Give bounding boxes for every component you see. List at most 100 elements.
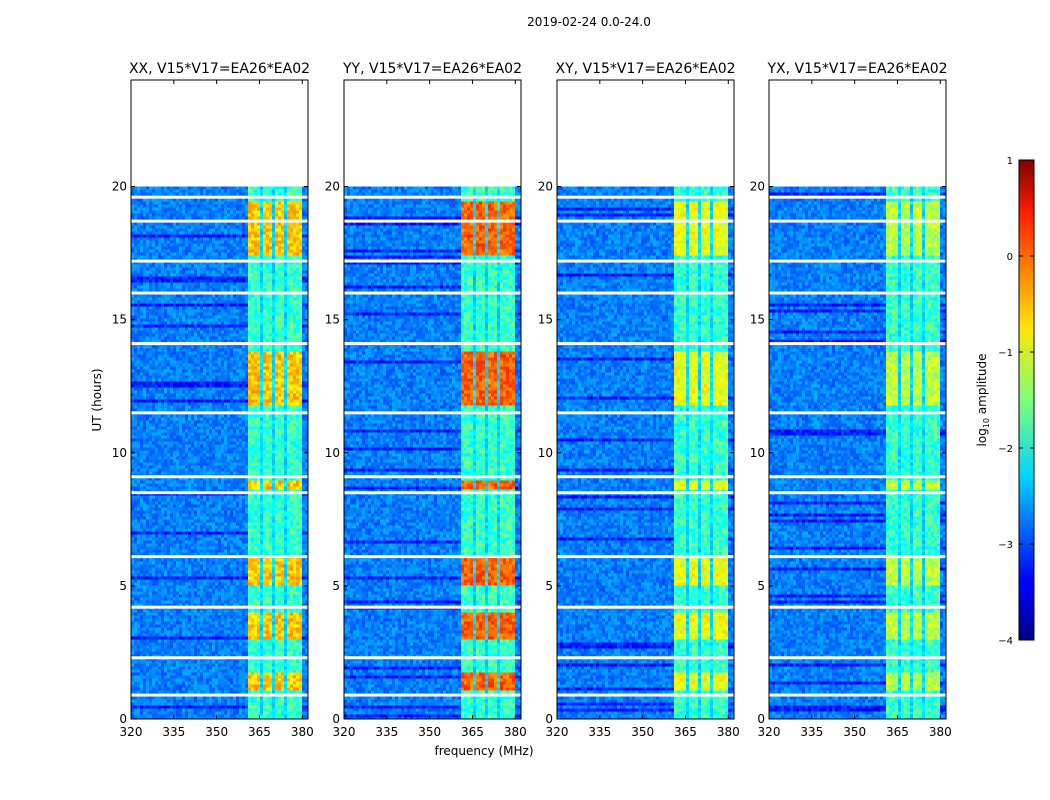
y-tick-label: 10 [538,446,553,460]
colorbar-tick-label: −1 [998,348,1013,359]
colorbar-tick-label: 1 [1007,156,1013,167]
y-tick-label: 5 [545,579,553,593]
flag-gap [131,219,308,223]
flag-gap [769,259,946,263]
y-axis-label: UT (hours) [90,368,104,431]
x-tick-label: 365 [461,725,484,739]
flag-gap [131,693,308,697]
flag-gap [557,605,734,609]
y-tick-label: 0 [119,712,127,726]
panel-1: XX, V15*V17=EA26*EA02 320 335 350 365 380 0 5 10… [112,61,314,739]
spectrogram-image [557,186,734,719]
colorbar-tick-label: 0 [1007,252,1013,263]
panel-3: XY, V15*V17=EA26*EA02 320 335 350 365 380 0 5 10… [538,61,740,739]
flag-gap [769,605,946,609]
x-tick-label: 320 [120,725,143,739]
flag-gap [769,555,946,559]
x-axis-label: frequency (MHz) [434,744,533,758]
x-tick-label: 320 [546,725,569,739]
flag-gap [344,342,521,346]
y-tick-label: 15 [112,313,127,327]
flag-gap [557,195,734,199]
flag-gap [344,475,521,479]
x-tick-label: 380 [504,725,527,739]
panel-title: YY, V15*V17=EA26*EA02 [342,61,522,77]
panel-frame [130,79,309,720]
flag-gap [557,555,734,559]
x-tick-label: 335 [800,725,823,739]
x-tick-label: 365 [248,725,271,739]
x-tick-label: 320 [333,725,356,739]
flag-gap [131,555,308,559]
flag-gap [769,656,946,660]
x-tick-label: 335 [375,725,398,739]
panel-title: XY, V15*V17=EA26*EA02 [555,61,735,77]
flag-gap [557,291,734,295]
flag-gap [344,291,521,295]
flag-gap [131,342,308,346]
flag-gap [344,605,521,609]
y-tick-label: 20 [325,180,340,194]
flag-gap [131,491,308,495]
colorbar-label: log10 amplitude [975,354,991,447]
y-tick-label: 5 [757,579,765,593]
flag-gap [769,475,946,479]
x-tick-label: 335 [588,725,611,739]
spectrogram-image [344,186,521,719]
figure-suptitle: 2019-02-24 0.0-24.0 [527,15,651,29]
flag-gap [344,693,521,697]
flag-gap [344,195,521,199]
flag-gap [557,411,734,415]
y-tick-label: 20 [112,180,127,194]
x-tick-label: 350 [205,725,228,739]
flag-gap [131,411,308,415]
flag-gap [769,195,946,199]
flag-gap [344,411,521,415]
x-tick-label: 365 [886,725,909,739]
flag-gap [769,219,946,223]
x-tick-label: 380 [717,725,740,739]
colorbar-tick-label: −4 [998,636,1013,647]
flag-gap [344,555,521,559]
y-tick-label: 5 [119,579,127,593]
colorbar-gradient [1018,159,1035,641]
spectrogram-image [769,186,946,719]
flag-gap [131,195,308,199]
x-tick-label: 335 [162,725,185,739]
panel-title: XX, V15*V17=EA26*EA02 [129,61,310,77]
flag-gap [557,259,734,263]
y-tick-label: 5 [332,579,340,593]
flag-gap [344,656,521,660]
y-tick-label: 15 [538,313,553,327]
flag-gap [769,291,946,295]
x-tick-label: 380 [929,725,952,739]
colorbar-tick-label: −3 [998,540,1013,551]
flag-gap [131,259,308,263]
flag-gap [769,693,946,697]
flag-gap [557,656,734,660]
flag-gap [769,411,946,415]
y-tick-label: 15 [750,313,765,327]
flag-gap [344,491,521,495]
y-tick-label: 0 [332,712,340,726]
flag-gap [131,656,308,660]
panel-frame [768,79,947,720]
y-tick-label: 20 [750,180,765,194]
spectrogram-image [131,186,308,719]
panel-4: YX, V15*V17=EA26*EA02 320 335 350 365 380 0 5 10… [750,61,952,739]
x-tick-label: 350 [631,725,654,739]
flag-gap [131,605,308,609]
flag-gap [344,219,521,223]
y-tick-label: 0 [545,712,553,726]
flag-gap [344,259,521,263]
panel-frame [343,79,522,720]
x-tick-label: 350 [418,725,441,739]
x-tick-label: 380 [291,725,314,739]
y-tick-label: 20 [538,180,553,194]
colorbar: 1 0 −1 −2 −3 −4 log10 amplitude [975,156,1035,647]
flag-gap [769,342,946,346]
panel-title: YX, V15*V17=EA26*EA02 [766,61,947,77]
y-tick-label: 10 [112,446,127,460]
x-tick-label: 365 [674,725,697,739]
